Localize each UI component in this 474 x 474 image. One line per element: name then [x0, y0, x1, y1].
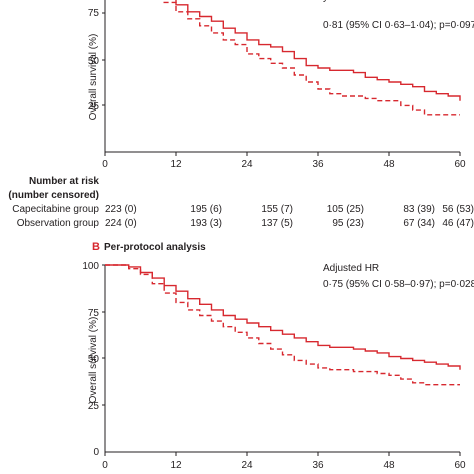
panel-b-dashed-curve — [105, 264, 460, 386]
panel-b-x-tick-label: 24 — [241, 460, 253, 471]
panel-a-x-tick-label: 24 — [241, 159, 253, 170]
panel-b-x-axis: 0 12 24 36 48 60 — [102, 451, 466, 471]
risk-cell: 83 (39) — [403, 204, 435, 215]
risk-cell: 137 (5) — [261, 218, 293, 229]
panel-b-y-axis-title: Overall survival (%) — [88, 317, 99, 404]
risk-table: Number at risk (number censored) Capecit… — [8, 176, 474, 229]
panel-b-x-tick-label: 60 — [454, 460, 466, 471]
risk-table-title: Number at risk — [29, 176, 99, 187]
panel-a-y-axis: 75 50 25 — [88, 0, 106, 152]
panel-b-y-tick-label: 25 — [88, 401, 100, 412]
risk-row-capecitabine: Capecitabine group 223 (0) 195 (6) 155 (… — [12, 204, 474, 215]
panel-b-y-tick-label: 100 — [82, 261, 99, 272]
panel-b-x-tick-label: 12 — [170, 460, 182, 471]
risk-cell: 46 (47) — [442, 218, 474, 229]
risk-cell: 67 (34) — [403, 218, 435, 229]
panel-a-hr-annotation-partial: y — [323, 0, 328, 3]
panel-a-dashed-curve — [163, 0, 460, 116]
panel-a-y-tick-label: 50 — [88, 56, 100, 67]
risk-row-observation: Observation group 224 (0) 193 (3) 137 (5… — [17, 218, 474, 229]
panel-a-x-tick-label: 48 — [383, 159, 395, 170]
panel-a-x-tick-label: 0 — [102, 159, 108, 170]
risk-row-label: Capecitabine group — [12, 204, 99, 215]
risk-cell: 105 (25) — [327, 204, 364, 215]
risk-row-label: Observation group — [17, 218, 100, 229]
panel-b: B Per-protocol analysis Adjusted HR 0·75… — [82, 241, 474, 471]
panel-b-hr-annotation: 0·75 (95% CI 0·58–0·97); p=0·028 — [323, 279, 474, 290]
panel-a-y-axis-title: Overall survival (%) — [88, 34, 99, 121]
panel-b-y-tick-label: 75 — [88, 308, 100, 319]
panel-b-x-tick-label: 0 — [102, 460, 108, 471]
panel-a-solid-curve — [175, 0, 461, 101]
panel-a-x-tick-label: 60 — [454, 159, 466, 170]
panel-b-plot-area — [105, 264, 461, 386]
panel-a-plot-area — [163, 0, 461, 116]
panel-a-x-tick-label: 12 — [170, 159, 182, 170]
risk-cell: 223 (0) — [105, 204, 137, 215]
panel-a-annotation: y 0·81 (95% CI 0·63–1·04); p=0·097 — [323, 0, 474, 31]
panel-b-x-tick-label: 36 — [312, 460, 324, 471]
panel-b-title: Per-protocol analysis — [104, 242, 206, 253]
panel-b-x-tick-label: 48 — [383, 460, 395, 471]
panel-b-y-tick-label: 0 — [93, 447, 99, 458]
panel-a-x-axis: 0 12 24 36 48 60 — [102, 151, 466, 170]
risk-cell: 56 (53) — [442, 204, 474, 215]
panel-b-solid-curve — [105, 264, 461, 370]
risk-cell: 95 (23) — [332, 218, 364, 229]
panel-a-y-tick-label: 25 — [88, 101, 100, 112]
panel-b-y-tick-label: 50 — [88, 354, 100, 365]
risk-cell: 155 (7) — [261, 204, 293, 215]
risk-cell: 195 (6) — [190, 204, 222, 215]
risk-cell: 193 (3) — [190, 218, 222, 229]
panel-b-y-axis: 100 75 50 25 0 — [82, 261, 106, 458]
panel-b-hr-annotation-title: Adjusted HR — [323, 263, 379, 274]
panel-a-y-tick-label: 75 — [88, 8, 100, 19]
panel-b-letter: B — [92, 241, 100, 253]
risk-cell: 224 (0) — [105, 218, 137, 229]
risk-table-subtitle: (number censored) — [8, 190, 99, 201]
panel-b-annotation: Adjusted HR 0·75 (95% CI 0·58–0·97); p=0… — [323, 263, 474, 290]
panel-a-hr-annotation: 0·81 (95% CI 0·63–1·04); p=0·097 — [323, 20, 474, 31]
panel-a-x-tick-label: 36 — [312, 159, 324, 170]
panel-a: y 0·81 (95% CI 0·63–1·04); p=0·097 Overa… — [88, 0, 474, 170]
